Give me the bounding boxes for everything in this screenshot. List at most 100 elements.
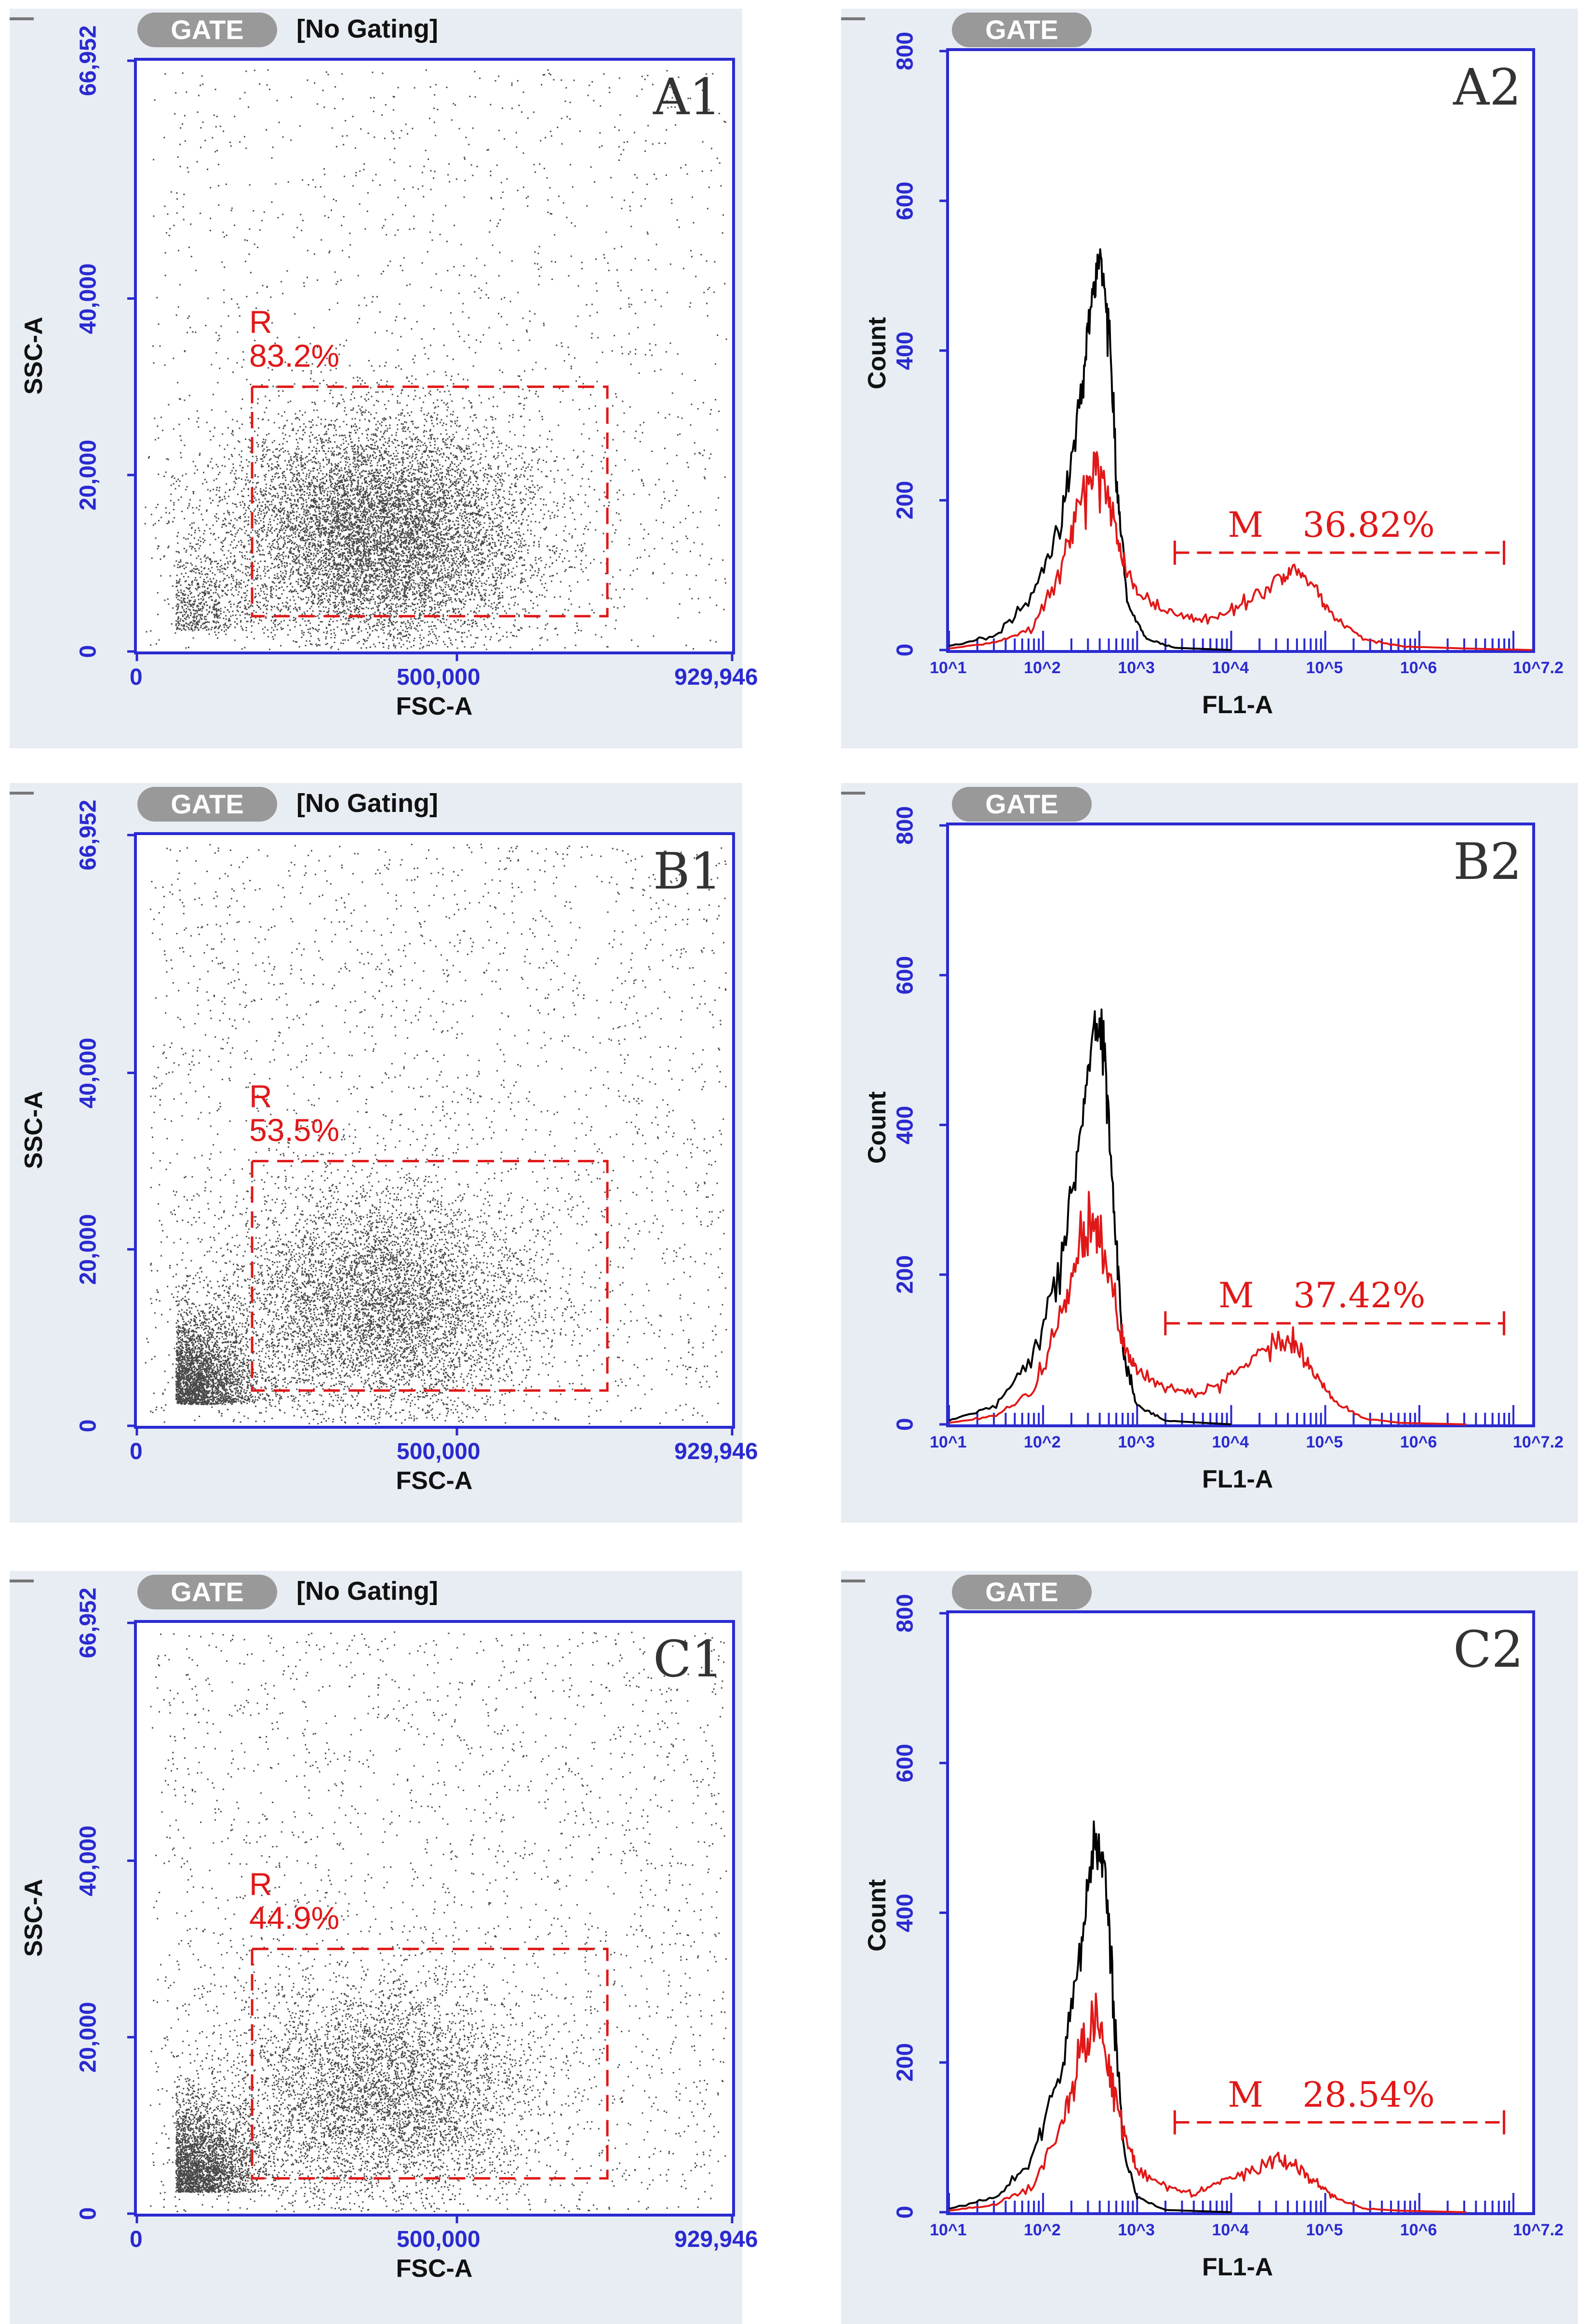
x-tick-label: 10^7.2 <box>1513 1433 1564 1451</box>
chart-panel-b2: GATE B2 FL1-A Count 0 200 400 600 800 10^1 10^2 10^… <box>841 783 1578 1523</box>
y-tick-label: 0 <box>892 1418 918 1431</box>
region-name: R <box>249 304 272 340</box>
x-tick-label: 0 <box>130 1439 143 1464</box>
chart-panel-b1: GATE [No Gating] B1 FSC-A SSC-A 0 20,000 40,000… <box>10 783 758 1523</box>
chart-panel-a2: GATE A2 FL1-A Count 0 200 400 600 800 10^1 10^2 10^… <box>841 9 1578 748</box>
y-tick-label: 600 <box>892 956 918 995</box>
panel-label: A1 <box>653 67 722 126</box>
gate-button[interactable]: GATE <box>137 787 277 822</box>
control-histogram <box>949 1820 1231 2213</box>
sample-histogram <box>949 1191 1467 1425</box>
marker-name: M <box>1228 2074 1264 2115</box>
x-tick-label: 10^5 <box>1306 659 1343 677</box>
y-tick-label: 600 <box>892 181 918 220</box>
y-axis-label: SSC-A <box>20 1091 48 1169</box>
x-tick-label: 929,946 <box>674 1439 758 1464</box>
corner-mark <box>10 1580 34 1582</box>
gating-status: [No Gating] <box>296 14 438 43</box>
scatter-events <box>149 1631 727 2213</box>
gate-button[interactable]: GATE <box>137 13 277 47</box>
y-tick-label: 66,952 <box>75 25 101 96</box>
y-axis-label: Count <box>863 1879 891 1952</box>
region-percent: 53.5% <box>249 1112 340 1148</box>
y-tick-label: 200 <box>892 1255 918 1294</box>
control-histogram <box>949 1008 1231 1425</box>
marker-percent: 37.42% <box>1293 1275 1426 1316</box>
chart-panel-c1: GATE [No Gating] C1 FSC-A SSC-A 0 20,000 40,000… <box>10 1571 758 2324</box>
x-log-ticks <box>948 2193 1514 2212</box>
corner-mark <box>841 17 865 20</box>
plot-area <box>134 1620 735 2217</box>
y-tick-label: 20,000 <box>75 2002 101 2073</box>
y-tick-label: 66,952 <box>75 1587 101 1659</box>
region-name: R <box>249 1078 272 1114</box>
y-tick-label: 200 <box>892 481 918 520</box>
scatter-events <box>144 69 727 651</box>
sample-histogram <box>949 1992 1467 2213</box>
y-tick-label: 200 <box>892 2043 918 2082</box>
y-tick-label: 800 <box>892 31 918 71</box>
plot-area <box>946 1610 1535 2215</box>
x-tick-label: 929,946 <box>674 2227 758 2252</box>
plot-svg <box>127 59 734 661</box>
gate-region <box>251 1160 609 1392</box>
gate-button[interactable]: GATE <box>137 1575 277 1609</box>
y-tick-label: 800 <box>892 806 918 845</box>
y-tick-label: 0 <box>892 643 918 657</box>
gate-button[interactable]: GATE <box>952 787 1092 822</box>
region-percent: 83.2% <box>249 337 340 373</box>
x-tick-label: 10^2 <box>1024 1433 1061 1451</box>
y-tick-label: 66,952 <box>75 799 101 871</box>
marker-percent: 36.82% <box>1302 505 1435 545</box>
x-axis-label: FSC-A <box>396 1467 473 1495</box>
corner-mark <box>10 792 34 795</box>
x-tick-label: 0 <box>130 2227 143 2252</box>
control-histogram <box>949 248 1231 651</box>
y-tick-label: 800 <box>892 1594 918 1633</box>
marker-name: M <box>1218 1275 1254 1316</box>
y-tick-label: 0 <box>892 2205 918 2219</box>
y-tick-label: 0 <box>75 1419 101 1433</box>
x-tick-label: 10^7.2 <box>1513 2221 1564 2239</box>
x-tick-label: 10^6 <box>1400 659 1437 677</box>
plot-area <box>946 823 1535 1427</box>
y-tick-label: 40,000 <box>75 1037 101 1108</box>
chart-panel-a1: GATE [No Gating] A1 FSC-A SSC-A 0 20,000 40,000… <box>10 9 758 748</box>
x-tick-label: 10^2 <box>1024 2221 1061 2239</box>
y-tick-label: 20,000 <box>75 439 101 511</box>
x-tick-label: 10^4 <box>1212 1433 1249 1451</box>
x-tick-label: 10^6 <box>1400 2221 1437 2239</box>
y-axis-label: Count <box>863 1091 891 1164</box>
x-tick-label: 500,000 <box>397 1439 481 1464</box>
x-axis-label: FL1-A <box>1202 691 1273 719</box>
x-tick-label: 10^1 <box>930 2221 967 2239</box>
x-tick-label: 10^2 <box>1024 659 1061 677</box>
x-axis-label: FL1-A <box>1202 1465 1273 1493</box>
corner-mark <box>841 1580 865 1582</box>
y-axis-label: Count <box>863 317 891 389</box>
gate-button[interactable]: GATE <box>952 13 1092 47</box>
plot-svg <box>939 824 1514 1426</box>
y-tick-label: 40,000 <box>75 263 101 334</box>
marker-name: M <box>1228 505 1264 545</box>
panel-label: A2 <box>1453 58 1522 117</box>
region-percent: 44.9% <box>249 1899 340 1936</box>
x-tick-label: 10^3 <box>1118 1433 1155 1451</box>
corner-mark <box>841 792 865 795</box>
x-tick-label: 929,946 <box>674 664 758 690</box>
gate-button[interactable]: GATE <box>952 1575 1092 1609</box>
x-tick-label: 10^4 <box>1212 2221 1249 2239</box>
y-tick-label: 0 <box>75 645 101 658</box>
corner-mark <box>10 17 34 20</box>
y-tick-label: 20,000 <box>75 1214 101 1285</box>
sample-histogram <box>949 451 1533 651</box>
x-tick-label: 0 <box>130 664 143 690</box>
scatter-points <box>145 843 727 1425</box>
plot-svg <box>939 50 1533 651</box>
x-log-ticks <box>948 1405 1514 1424</box>
y-tick-label: 0 <box>75 2207 101 2220</box>
panel-label: B2 <box>1453 832 1522 891</box>
y-tick-label: 40,000 <box>75 1825 101 1896</box>
x-tick-label: 10^3 <box>1118 659 1155 677</box>
